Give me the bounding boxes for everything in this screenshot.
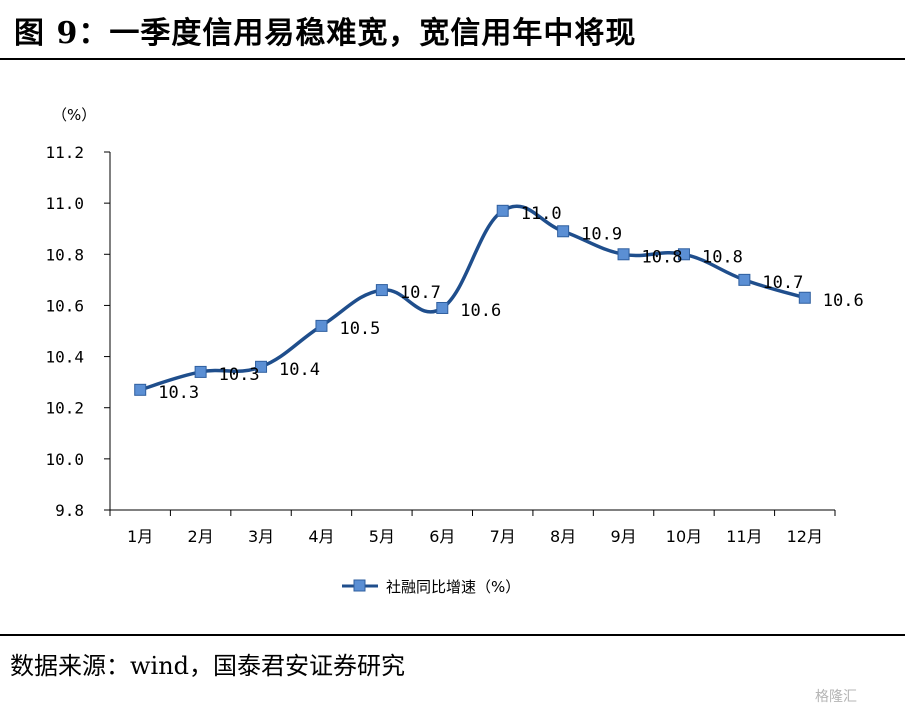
- data-label: 10.3: [158, 383, 199, 403]
- y-axis: 9.8 10.0 10.2 10.4 10.6 10.8 11.0 11.2: [45, 143, 111, 520]
- data-label: 11.0: [521, 204, 562, 224]
- data-point: [134, 383, 147, 396]
- source-note: 数据来源：wind，国泰君安证券研究: [10, 652, 406, 680]
- data-label: 10.8: [702, 247, 743, 267]
- data-point: [194, 365, 207, 378]
- figure-title: 图 9：一季度信用易稳难宽，宽信用年中将现: [14, 16, 637, 51]
- series-layer: 10.3 10.3 10.4 10.5 10.7 10.6 11.0 10.9 10.8 10.8…: [134, 204, 864, 403]
- source-divider: [0, 634, 905, 636]
- y-unit-label: （%）: [52, 106, 96, 124]
- data-point: [255, 360, 268, 373]
- y-tick-label: 11.2: [45, 143, 84, 162]
- x-tick-label: 1月: [127, 527, 153, 546]
- data-label: 10.6: [823, 291, 864, 311]
- y-tick-label: 11.0: [45, 194, 84, 213]
- data-label: 10.6: [460, 301, 501, 321]
- data-label: 10.3: [219, 365, 260, 385]
- y-tick-label: 10.0: [45, 450, 84, 469]
- y-tick-label: 9.8: [55, 501, 84, 520]
- x-axis: 1月 2月 3月 4月 5月 6月 7月 8月 9月 10月 11月 12月: [109, 509, 836, 546]
- x-tick-label: 11月: [726, 527, 762, 546]
- y-tick-label: 10.6: [45, 296, 84, 315]
- series-line: [139, 204, 806, 392]
- title-divider: [0, 58, 905, 60]
- data-label: 10.9: [581, 224, 622, 244]
- data-label: 10.7: [762, 273, 803, 293]
- x-tick-label: 8月: [550, 527, 576, 546]
- x-tick-label: 5月: [369, 527, 395, 546]
- legend: 社融同比增速（%）: [342, 578, 520, 596]
- data-point: [677, 248, 690, 261]
- data-point: [436, 301, 449, 314]
- data-point: [738, 273, 751, 286]
- y-tick-label: 10.4: [45, 348, 84, 367]
- legend-marker-swatch: [353, 579, 366, 592]
- data-point: [617, 248, 630, 261]
- line-chart: （%） 9.8 10.0 10.2 10.4 10.6 10.8 11.0 11.2 1月 2月…: [45, 106, 864, 596]
- data-point: [798, 291, 811, 304]
- x-tick-label: 10月: [666, 527, 702, 546]
- x-tick-label: 4月: [308, 527, 334, 546]
- x-tick-label: 12月: [787, 527, 823, 546]
- x-tick-label: 9月: [610, 527, 636, 546]
- data-label: 10.4: [279, 360, 320, 380]
- legend-label: 社融同比增速（%）: [386, 578, 520, 596]
- data-label: 10.7: [400, 283, 441, 303]
- x-tick-label: 6月: [429, 527, 455, 546]
- x-tick-label: 3月: [248, 527, 274, 546]
- y-tick-label: 10.2: [45, 399, 84, 418]
- x-tick-label: 7月: [490, 527, 516, 546]
- x-tick-label: 2月: [188, 527, 214, 546]
- data-point: [375, 284, 388, 297]
- y-tick-label: 10.8: [45, 245, 84, 264]
- data-point: [496, 204, 509, 217]
- data-label: 10.8: [642, 247, 683, 267]
- watermark: 格隆汇: [815, 689, 857, 705]
- data-point: [557, 225, 570, 238]
- data-point: [315, 319, 328, 332]
- data-label: 10.5: [339, 319, 380, 339]
